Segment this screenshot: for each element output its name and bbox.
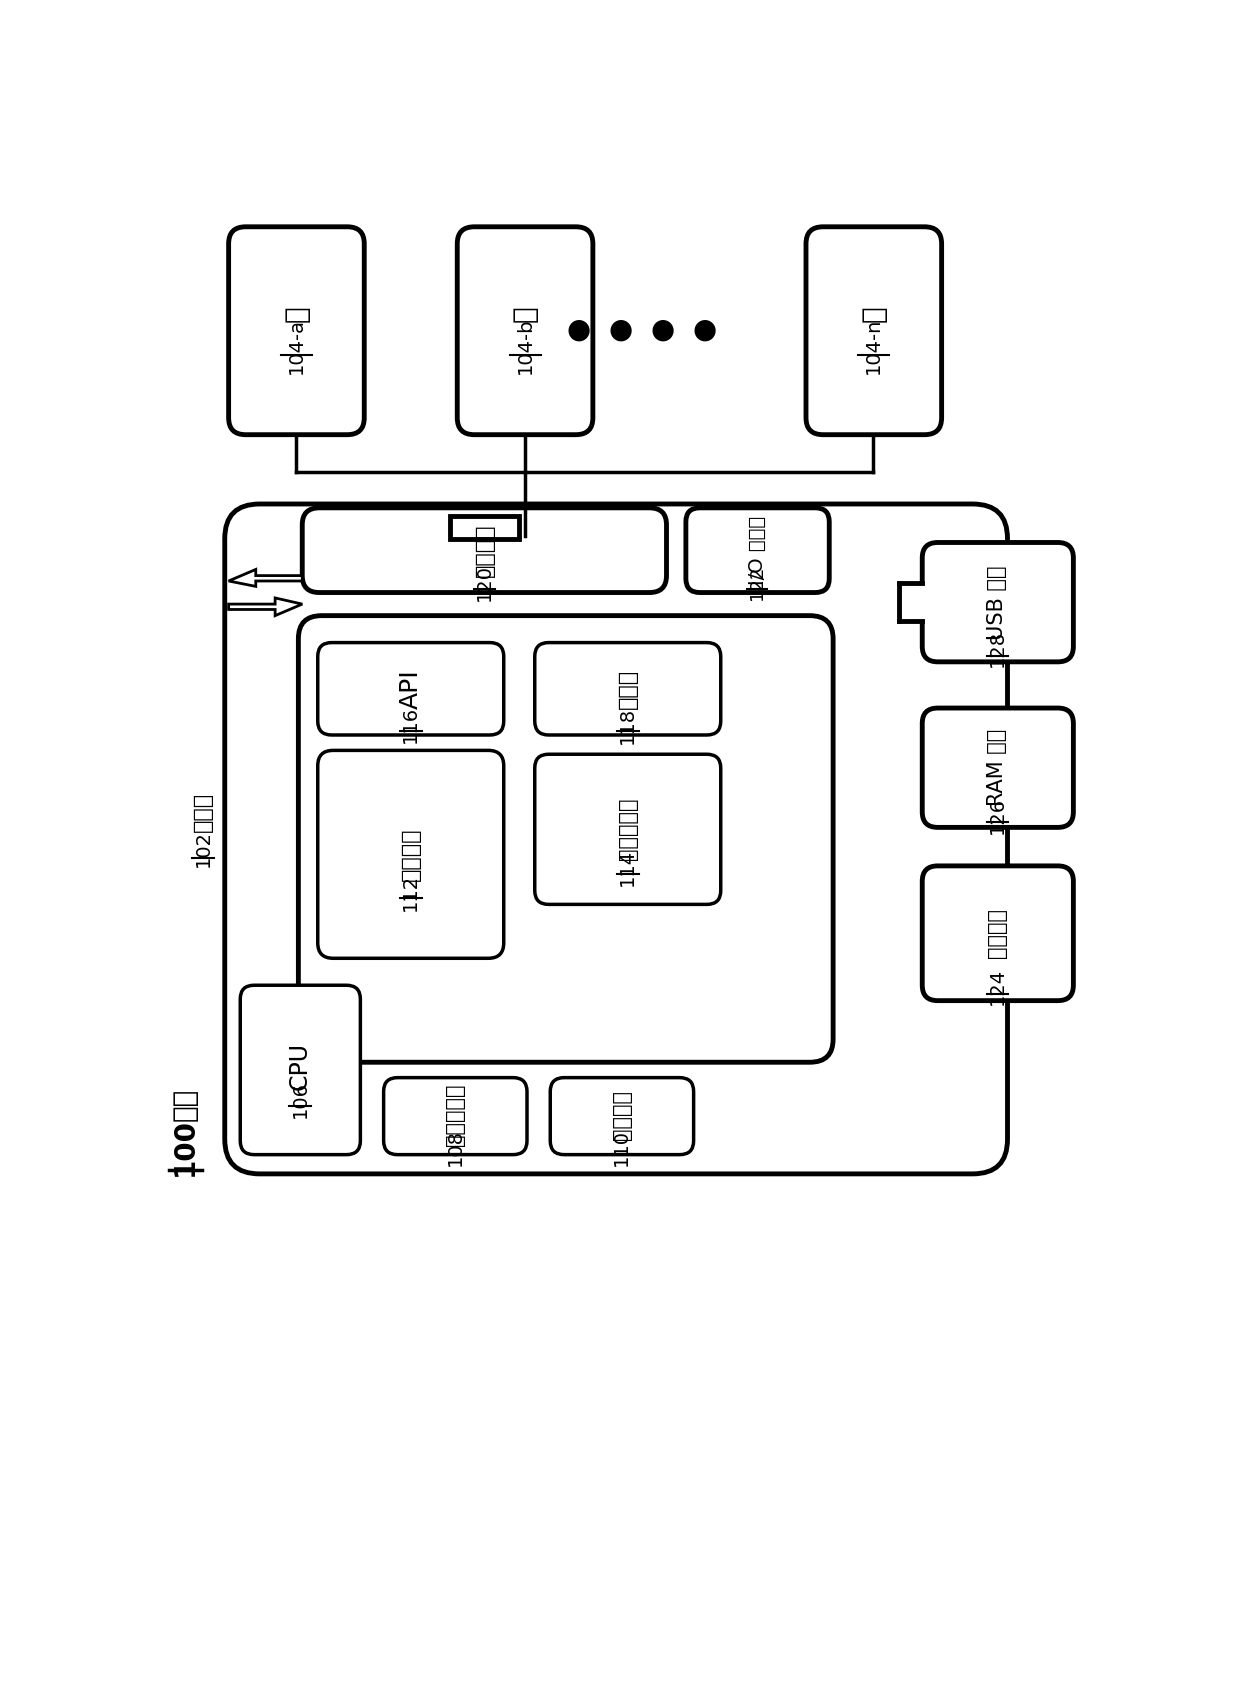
Text: 从: 从 bbox=[283, 306, 310, 321]
FancyBboxPatch shape bbox=[317, 643, 503, 736]
FancyBboxPatch shape bbox=[923, 543, 1074, 661]
Text: 主节点: 主节点 bbox=[193, 791, 213, 832]
Text: 从: 从 bbox=[859, 306, 888, 321]
FancyBboxPatch shape bbox=[923, 866, 1074, 1001]
Text: 114: 114 bbox=[619, 849, 637, 886]
Text: 从: 从 bbox=[511, 306, 539, 321]
Text: 126: 126 bbox=[988, 796, 1007, 834]
Polygon shape bbox=[228, 570, 303, 587]
Text: 112: 112 bbox=[402, 874, 420, 911]
Text: 128: 128 bbox=[988, 631, 1007, 668]
FancyBboxPatch shape bbox=[299, 616, 833, 1062]
Bar bbox=[899, 583, 926, 621]
FancyBboxPatch shape bbox=[303, 507, 667, 592]
Text: 管理器模块: 管理器模块 bbox=[445, 1084, 465, 1146]
Text: 系统软件: 系统软件 bbox=[401, 827, 420, 881]
Text: 104-n: 104-n bbox=[864, 318, 883, 374]
Text: 110: 110 bbox=[613, 1130, 631, 1167]
FancyBboxPatch shape bbox=[317, 751, 503, 959]
Text: 通信模块: 通信模块 bbox=[475, 524, 495, 577]
FancyBboxPatch shape bbox=[551, 1077, 693, 1155]
Text: 116: 116 bbox=[402, 705, 420, 742]
Text: 引导加载器: 引导加载器 bbox=[618, 798, 637, 861]
Text: 显示模块: 显示模块 bbox=[611, 1089, 631, 1140]
FancyBboxPatch shape bbox=[534, 643, 720, 736]
Text: CPU: CPU bbox=[288, 1042, 312, 1091]
Text: 122: 122 bbox=[748, 566, 766, 600]
Text: RAM 模块: RAM 模块 bbox=[987, 729, 1007, 807]
Bar bbox=[449, 516, 520, 539]
Text: 124: 124 bbox=[988, 969, 1007, 1006]
Text: USB 模块: USB 模块 bbox=[987, 565, 1007, 639]
FancyBboxPatch shape bbox=[383, 1077, 527, 1155]
FancyBboxPatch shape bbox=[923, 709, 1074, 827]
Text: 106: 106 bbox=[290, 1081, 310, 1118]
Text: 104-a: 104-a bbox=[286, 318, 306, 374]
Text: 驱动器: 驱动器 bbox=[618, 668, 637, 709]
FancyBboxPatch shape bbox=[686, 507, 830, 592]
Text: 118: 118 bbox=[619, 707, 637, 744]
Text: 108: 108 bbox=[445, 1130, 465, 1167]
FancyBboxPatch shape bbox=[224, 504, 1007, 1174]
FancyBboxPatch shape bbox=[241, 986, 361, 1155]
Text: ●  ●  ●  ●: ● ● ● ● bbox=[567, 315, 717, 343]
Polygon shape bbox=[228, 599, 303, 616]
Text: I/O 缓冲器: I/O 缓冲器 bbox=[748, 516, 766, 585]
Text: 系统: 系统 bbox=[170, 1087, 198, 1121]
Text: API: API bbox=[399, 670, 423, 709]
Text: 100: 100 bbox=[170, 1118, 198, 1175]
Text: 120: 120 bbox=[475, 565, 494, 600]
Text: 闪存模块: 闪存模块 bbox=[987, 908, 1007, 957]
FancyBboxPatch shape bbox=[458, 227, 593, 435]
FancyBboxPatch shape bbox=[534, 754, 720, 905]
FancyBboxPatch shape bbox=[228, 227, 365, 435]
Text: 104-b: 104-b bbox=[516, 318, 534, 374]
Text: 102: 102 bbox=[193, 830, 212, 867]
FancyBboxPatch shape bbox=[806, 227, 941, 435]
